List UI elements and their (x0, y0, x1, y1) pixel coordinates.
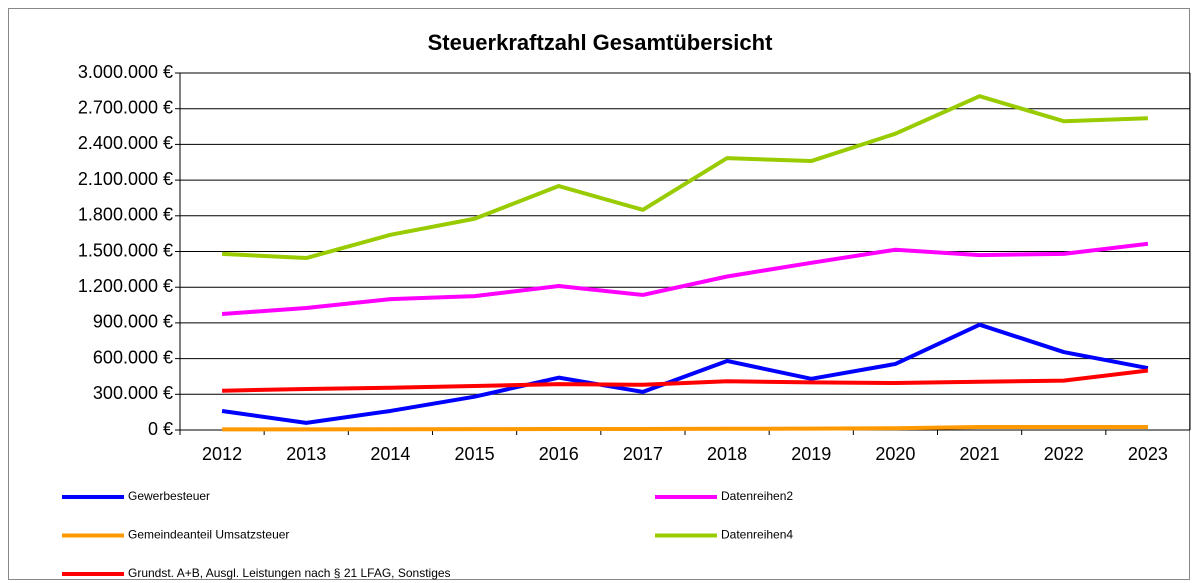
legend-label: Grundst. A+B, Ausgl. Leistungen nach § 2… (128, 566, 451, 580)
series-line (221, 322, 1149, 425)
y-tick-label: 2.400.000 € (78, 133, 173, 153)
series-line (221, 94, 1148, 261)
x-tick-label: 2016 (539, 444, 579, 464)
y-tick-label: 0 € (148, 419, 173, 439)
x-tick-label: 2020 (875, 444, 915, 464)
y-tick-label: 2.100.000 € (78, 169, 173, 189)
chart-title: Steuerkraftzahl Gesamtübersicht (428, 30, 773, 55)
y-tick-label: 300.000 € (93, 383, 173, 403)
legend-label: Datenreihen2 (721, 489, 793, 503)
y-tick-label: 600.000 € (93, 347, 173, 367)
x-tick-label: 2014 (370, 444, 410, 464)
x-tick-label: 2021 (960, 444, 1000, 464)
x-tick-label: 2023 (1128, 444, 1168, 464)
x-tick-label: 2018 (707, 444, 747, 464)
series-line (222, 368, 1149, 393)
y-tick-label: 1.500.000 € (78, 240, 173, 260)
series-line (221, 241, 1149, 316)
legend-label: Gemeindeanteil Umsatzsteuer (128, 528, 289, 542)
x-tick-label: 2022 (1044, 444, 1084, 464)
x-tick-label: 2017 (623, 444, 663, 464)
y-tick-label: 900.000 € (93, 312, 173, 332)
y-tick-label: 2.700.000 € (78, 97, 173, 117)
x-tick-label: 2013 (286, 444, 326, 464)
legend-label: Gewerbesteuer (128, 489, 210, 503)
series-line (222, 425, 1148, 432)
y-tick-label: 1.200.000 € (78, 276, 173, 296)
x-tick-label: 2019 (791, 444, 831, 464)
y-tick-label: 3.000.000 € (78, 62, 173, 82)
x-tick-label: 2015 (455, 444, 495, 464)
legend-label: Datenreihen4 (721, 528, 793, 542)
chart-border (8, 8, 1190, 580)
y-tick-label: 1.800.000 € (78, 205, 173, 225)
x-tick-label: 2012 (202, 444, 242, 464)
